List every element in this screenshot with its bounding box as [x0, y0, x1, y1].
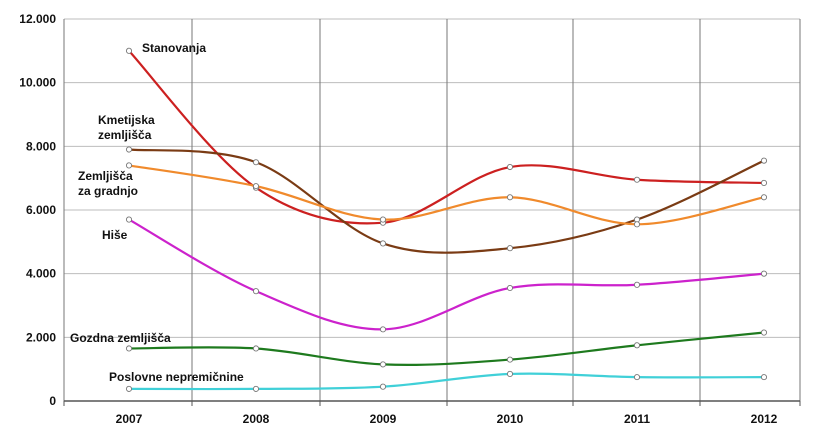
data-point-gozdna-zemljisca — [760, 329, 768, 336]
data-point-kmetijska-zemljisca — [760, 157, 768, 164]
y-tick-label: 8.000 — [26, 139, 56, 153]
data-point-zemljisca-za-gradnjo — [125, 162, 133, 169]
data-point-hise — [125, 216, 133, 223]
series-line-poslovne-nepremicnine — [128, 372, 765, 391]
y-tick-label: 2.000 — [26, 330, 56, 344]
x-tick-labels: 2007 2008 2009 2010 2011 2012 — [116, 412, 778, 426]
series-lines — [125, 47, 768, 392]
x-tick-label: 2011 — [624, 412, 650, 426]
data-point-hise — [760, 270, 768, 277]
data-point-gozdna-zemljisca — [252, 345, 260, 352]
series-label-gozdna-zemljisca: Gozdna zemljišča — [70, 331, 171, 345]
x-tick-label: 2008 — [243, 412, 270, 426]
data-point-zemljisca-za-gradnjo — [252, 183, 260, 190]
data-point-poslovne-nepremicnine — [252, 385, 260, 392]
y-tick-label: 12.000 — [19, 12, 56, 26]
data-point-kmetijska-zemljisca — [125, 146, 133, 153]
series-label-stanovanja: Stanovanja — [142, 41, 206, 55]
data-point-gozdna-zemljisca — [506, 356, 514, 363]
data-point-gozdna-zemljisca — [125, 345, 133, 352]
series-line-gozdna-zemljisca — [128, 331, 765, 367]
series-line-stanovanja — [128, 50, 765, 225]
data-point-stanovanja — [125, 47, 133, 54]
series-label-zemljisca-za-gradnjo: Zemljišča za gradnjo — [78, 169, 138, 198]
series-label-poslovne-nepremicnine: Poslovne nepremičnine — [109, 370, 244, 384]
y-tick-label: 10.000 — [19, 76, 56, 90]
x-tick-label: 2009 — [370, 412, 397, 426]
data-point-gozdna-zemljisca — [633, 342, 641, 349]
data-point-stanovanja — [633, 176, 641, 183]
data-point-poslovne-nepremicnine — [633, 374, 641, 381]
data-point-gozdna-zemljisca — [379, 361, 387, 368]
series-line-zemljisca-za-gradnjo — [128, 164, 765, 226]
x-tick-label: 2012 — [751, 412, 778, 426]
series-labels: Stanovanja Kmetijska zemljišča Zemljišča za … — [70, 41, 244, 384]
data-point-poslovne-nepremicnine — [379, 383, 387, 390]
data-point-stanovanja — [760, 179, 768, 186]
data-point-stanovanja — [506, 163, 514, 171]
data-point-kmetijska-zemljisca — [252, 159, 260, 166]
data-point-hise — [252, 288, 260, 295]
data-point-zemljisca-za-gradnjo — [506, 194, 514, 201]
axes — [63, 400, 801, 406]
y-tick-label: 4.000 — [26, 267, 56, 281]
data-point-poslovne-nepremicnine — [506, 370, 514, 377]
data-point-zemljisca-za-gradnjo — [760, 194, 768, 201]
data-point-hise — [506, 284, 514, 292]
data-point-hise — [633, 281, 641, 288]
series-label-kmetijska-zemljisca: Kmetijska zemljišča — [98, 113, 155, 142]
y-tick-label: 6.000 — [26, 203, 56, 217]
data-point-poslovne-nepremicnine — [760, 374, 768, 381]
grid — [63, 18, 801, 401]
y-tick-labels: 0 2.000 4.000 6.000 8.000 10.000 12.000 — [19, 12, 56, 408]
data-point-kmetijska-zemljisca — [506, 245, 514, 252]
x-tick-label: 2007 — [116, 412, 143, 426]
data-point-kmetijska-zemljisca — [379, 240, 387, 247]
x-tick-label: 2010 — [497, 412, 524, 426]
data-point-poslovne-nepremicnine — [125, 385, 133, 392]
series-line-hise — [128, 218, 765, 331]
series-label-hise: Hiše — [102, 228, 128, 242]
data-point-hise — [379, 326, 387, 333]
data-point-zemljisca-za-gradnjo — [633, 221, 641, 228]
y-tick-label: 0 — [49, 394, 56, 408]
data-point-zemljisca-za-gradnjo — [379, 216, 387, 223]
series-line-kmetijska-zemljisca — [128, 148, 765, 254]
